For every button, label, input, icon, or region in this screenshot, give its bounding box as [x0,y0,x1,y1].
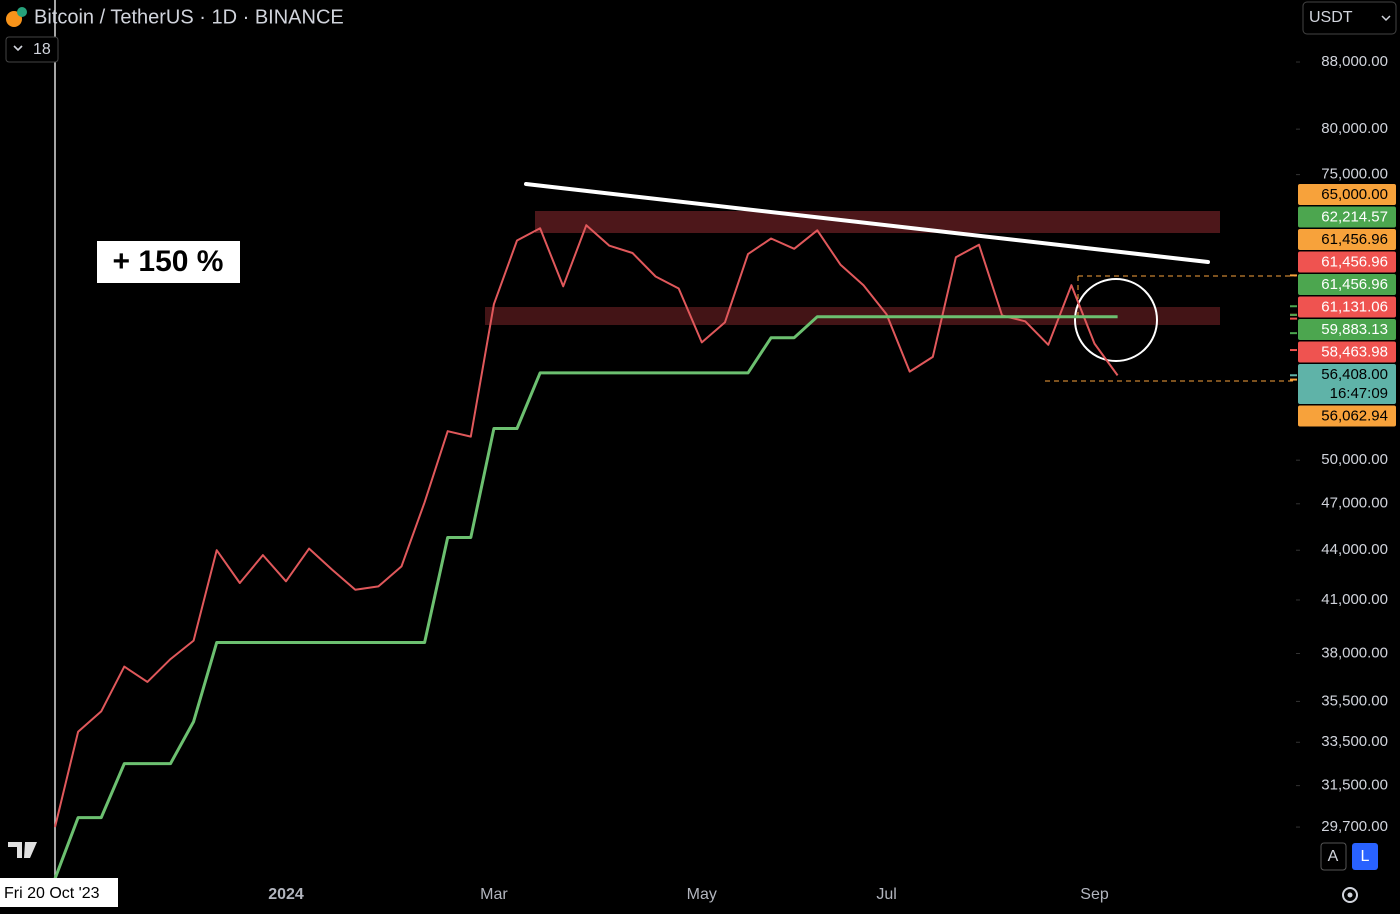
currency-select[interactable] [1302,1,1397,35]
settings-icon [1347,892,1353,898]
price-badge [1298,364,1396,404]
y-tick-label: 38,000.00 [1321,644,1388,661]
trendline[interactable] [524,182,1210,264]
y-tick-label: 80,000.00 [1321,120,1388,137]
x-tick-label: 2024 [268,886,304,903]
chevron [13,45,23,52]
resistance-zone [535,211,1220,233]
price-badge-label: 65,000.00 [1321,186,1388,203]
y-tick-label: 41,000.00 [1321,591,1388,608]
price-badge-label: 61,456.96 [1321,276,1388,293]
auto-scale-button[interactable] [1320,842,1347,871]
price-badge [1298,251,1396,273]
circle-drawing[interactable] [1074,278,1158,362]
y-tick-label: 31,500.00 [1321,777,1388,794]
price-badge [1298,184,1396,205]
price-badge-label: 61,456.96 [1321,231,1388,248]
y-tick-label: 88,000.00 [1321,53,1388,70]
price-badge-label: 62,214.57 [1321,208,1388,225]
y-tick-label: 44,000.00 [1321,541,1388,558]
countdown: 16:47:09 [1330,385,1388,402]
price-badge [1298,405,1396,427]
auto-scale-label: A [1328,848,1339,865]
price-badge-label: 56,062.94 [1321,407,1388,424]
chevron [1381,15,1391,22]
y-tick-label: 75,000.00 [1321,166,1388,183]
price-badge-label: 61,131.06 [1321,298,1388,315]
price-badge [1298,319,1396,340]
price-badge [1298,296,1396,318]
crosshair-date: Fri 20 Oct '23 [4,885,100,902]
y-tick-label: 47,000.00 [1321,495,1388,512]
price-badge-label: 58,463.98 [1321,343,1388,360]
coin-icon [17,7,27,17]
log-scale-label: L [1361,848,1370,865]
series-line [54,224,1119,828]
x-tick-label: Jul [876,886,896,903]
y-tick-label: 35,500.00 [1321,692,1388,709]
series-line [53,315,1118,880]
interval-button[interactable] [5,36,59,63]
currency: USDT [1309,9,1353,26]
price-badge-label: 59,883.13 [1321,321,1388,338]
price-badge-label: 61,456.96 [1321,253,1388,270]
y-tick-label: 33,500.00 [1321,733,1388,750]
logo [8,842,37,858]
interval-count: 18 [33,41,51,58]
price-badge [1298,341,1396,363]
log-scale-button[interactable] [1352,843,1378,870]
y-tick-label: 50,000.00 [1321,451,1388,468]
chart-title: Bitcoin / TetherUS · 1D · BINANCE [34,6,344,28]
price-badge [1298,206,1396,228]
plot [53,224,1119,880]
price-badge-label: 56,408.00 [1321,366,1388,383]
y-tick-label: 29,700.00 [1321,818,1388,835]
x-tick-label: Mar [480,886,508,903]
annotation-box[interactable] [97,241,240,283]
price-badge [1298,274,1396,295]
x-tick-label: Sep [1080,886,1109,903]
x-tick-label: May [687,886,717,903]
crosshair-date-box [0,878,118,907]
annotation: + 150 % [113,245,224,278]
price-badge [1298,229,1396,250]
settings-icon[interactable] [1342,887,1358,903]
